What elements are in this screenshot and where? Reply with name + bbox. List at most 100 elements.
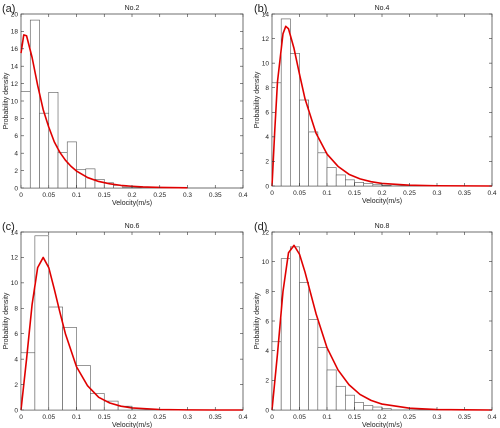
y-tick-label: 20 bbox=[11, 11, 19, 18]
y-axis-label: Probability density bbox=[3, 292, 10, 349]
y-tick-label: 6 bbox=[265, 110, 269, 117]
x-tick-label: 0.4 bbox=[487, 190, 496, 197]
x-tick-label: 0.1 bbox=[322, 190, 331, 197]
x-tick-label: 0.3 bbox=[432, 190, 441, 197]
histogram-bar bbox=[34, 235, 50, 411]
y-axis-label: Probability density bbox=[254, 292, 261, 349]
panel-label: (a) bbox=[2, 3, 15, 15]
histogram-bar bbox=[335, 385, 346, 411]
histogram-bar bbox=[363, 183, 374, 187]
y-tick-label: 8 bbox=[14, 306, 18, 313]
histogram-bar bbox=[335, 174, 346, 187]
y-tick-label: 10 bbox=[11, 98, 19, 105]
x-tick-label: 0.25 bbox=[153, 192, 166, 199]
histogram-bar bbox=[48, 306, 63, 411]
x-tick-label: 0.15 bbox=[98, 414, 111, 421]
fit-curve bbox=[271, 25, 493, 187]
y-tick-label: 6 bbox=[14, 331, 18, 338]
x-axis-label: Velocity(m/s) bbox=[362, 198, 402, 205]
histogram-bar bbox=[299, 282, 309, 411]
y-tick-label: 4 bbox=[14, 151, 18, 158]
y-tick-label: 12 bbox=[11, 81, 19, 88]
x-tick-label: 0.05 bbox=[293, 414, 306, 421]
chart-panel-1: (a) No.2 0 0.05 0.1 0.15 0.2 0.25 0.3 0.35 0.4 0 2 4 6… bbox=[2, 3, 248, 207]
histogram-bar bbox=[122, 186, 133, 189]
y-tick-label: 2 bbox=[14, 382, 18, 389]
x-tick-label: 0.3 bbox=[183, 414, 192, 421]
y-tick-label: 12 bbox=[262, 36, 270, 43]
x-tick-label: 0.1 bbox=[322, 414, 331, 421]
panel-label: (b) bbox=[254, 3, 267, 15]
x-tick-label: 0.05 bbox=[42, 414, 55, 421]
x-axis-label: Velocity(m/s) bbox=[362, 422, 402, 428]
x-tick-label: 0 bbox=[19, 414, 23, 421]
x-tick-label: 0.25 bbox=[403, 414, 416, 421]
histogram-bar bbox=[372, 406, 383, 411]
x-tick-label: 0.3 bbox=[432, 414, 441, 421]
x-tick-label: 0 bbox=[270, 414, 274, 421]
y-tick-label: 10 bbox=[262, 60, 270, 67]
histogram-bar bbox=[57, 152, 68, 189]
histogram-bar bbox=[299, 99, 309, 187]
x-tick-label: 0.2 bbox=[377, 190, 386, 197]
x-axis-label: Velocity(m/s) bbox=[112, 200, 152, 207]
x-tick-label: 0.2 bbox=[127, 414, 136, 421]
histogram-bar bbox=[20, 91, 31, 189]
chart-title: No.4 bbox=[375, 5, 390, 12]
y-tick-label: 8 bbox=[265, 289, 269, 296]
x-tick-label: 0.1 bbox=[72, 414, 81, 421]
y-tick-label: 18 bbox=[11, 29, 19, 36]
y-tick-label: 14 bbox=[11, 64, 19, 71]
histogram-bar bbox=[354, 402, 364, 411]
x-tick-label: 0 bbox=[19, 192, 23, 199]
x-tick-label: 0.25 bbox=[403, 190, 416, 197]
y-tick-label: 8 bbox=[14, 116, 18, 123]
x-tick-label: 0.05 bbox=[293, 190, 306, 197]
histogram-bar bbox=[372, 184, 383, 187]
y-tick-label: 10 bbox=[262, 259, 270, 266]
y-tick-label: 14 bbox=[11, 229, 19, 236]
y-tick-label: 0 bbox=[14, 407, 18, 414]
x-tick-label: 0.35 bbox=[209, 414, 222, 421]
histogram-bar bbox=[66, 141, 77, 189]
x-tick-label: 0.35 bbox=[458, 190, 471, 197]
y-tick-label: 0 bbox=[265, 183, 269, 190]
y-tick-label: 14 bbox=[262, 11, 270, 18]
x-tick-label: 0.25 bbox=[153, 414, 166, 421]
y-tick-label: 4 bbox=[265, 134, 269, 141]
x-tick-label: 0.15 bbox=[98, 192, 111, 199]
histogram-bar bbox=[62, 327, 77, 411]
x-tick-label: 0 bbox=[270, 190, 274, 197]
histogram-bar bbox=[290, 53, 300, 187]
x-tick-label: 0.35 bbox=[458, 414, 471, 421]
x-axis-label: Velocity(m/s) bbox=[112, 422, 152, 428]
y-tick-label: 0 bbox=[14, 185, 18, 192]
histogram-bar bbox=[317, 152, 328, 187]
chart-panel-3: (c) No.6 0 0.05 0.1 0.15 0.2 0.25 0.3 0.35 0.4 0 2 4 6… bbox=[2, 221, 248, 428]
y-tick-label: 2 bbox=[14, 168, 18, 175]
chart-title: No.8 bbox=[375, 223, 390, 230]
x-tick-label: 0.1 bbox=[72, 192, 81, 199]
y-axis-label: Probability density bbox=[3, 72, 10, 129]
histogram-bar bbox=[354, 182, 364, 187]
histogram-bar bbox=[20, 352, 36, 411]
y-axis-label: Probability density bbox=[254, 71, 261, 128]
y-tick-label: 6 bbox=[265, 318, 269, 325]
y-tick-label: 6 bbox=[14, 133, 18, 140]
histogram-bar bbox=[317, 347, 328, 411]
histogram-bar bbox=[290, 246, 300, 411]
histogram-bar bbox=[345, 394, 355, 411]
x-tick-label: 0.35 bbox=[209, 192, 222, 199]
y-tick-label: 16 bbox=[11, 46, 19, 53]
x-tick-label: 0.4 bbox=[238, 192, 247, 199]
histogram-bar bbox=[326, 167, 337, 187]
panel-label: (d) bbox=[254, 221, 267, 233]
y-tick-label: 10 bbox=[11, 280, 19, 287]
chart-title: No.2 bbox=[125, 5, 140, 12]
fit-curve bbox=[20, 34, 188, 189]
histogram-bar bbox=[381, 185, 392, 187]
y-tick-label: 4 bbox=[265, 348, 269, 355]
histogram-bar bbox=[76, 365, 91, 411]
histogram-bar bbox=[29, 19, 40, 189]
